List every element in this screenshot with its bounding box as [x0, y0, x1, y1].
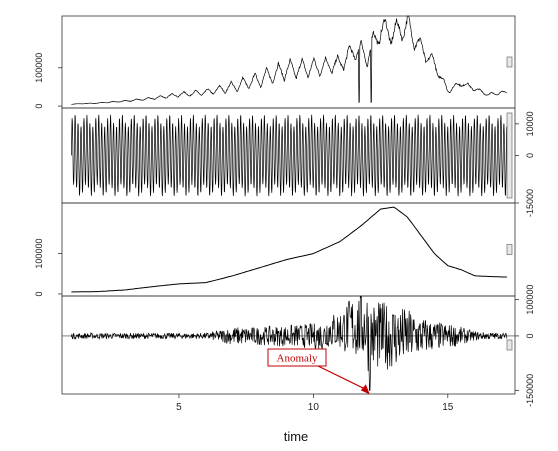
anomaly-arrowhead	[360, 384, 370, 395]
series-trend	[71, 206, 507, 293]
panel-seasonal: 10000 0 -15000	[61, 107, 535, 217]
panel-frame	[61, 295, 516, 395]
y-tick-label: -150000	[525, 374, 535, 407]
y-tick-label: 100000	[525, 285, 535, 315]
anomaly-arrow	[317, 365, 369, 391]
panel-data: 0 100000	[34, 15, 516, 109]
panels: 0100000100000-1500001000001000000-150000…	[34, 15, 535, 407]
y-tick-label: -15000	[525, 189, 535, 217]
range-bar	[506, 112, 513, 199]
x-tick-label: 5	[176, 402, 182, 413]
y-tick-label: 0	[34, 291, 44, 296]
panel-trend: 0 100000	[34, 202, 516, 297]
y-tick-label: 10000	[525, 111, 535, 136]
y-axis-remainder: 100000 0 -150000	[515, 285, 535, 407]
x-axis: 5 10 15	[176, 394, 454, 413]
series-seasonal	[71, 114, 508, 197]
series-data	[71, 15, 507, 105]
anomaly-label-box	[267, 348, 327, 367]
range-bar	[506, 244, 513, 255]
panel-remainder: 100000 0 -150000 Anomaly	[61, 285, 535, 407]
anomaly-label: Anomaly	[277, 353, 318, 365]
y-tick-label: 100000	[34, 239, 44, 269]
y-tick-label: 0	[525, 153, 535, 158]
y-tick-label: 100000	[34, 53, 44, 83]
range-bar	[506, 339, 513, 351]
range-bar	[506, 56, 513, 68]
y-axis-data: 0 100000	[34, 53, 62, 109]
x-tick-label: 10	[308, 402, 320, 413]
y-axis-trend: 0 100000	[34, 239, 62, 296]
panel-frame	[61, 15, 516, 109]
series-remainder	[71, 295, 508, 391]
y-axis-seasonal: 10000 0 -15000	[515, 111, 535, 217]
y-tick-label: 0	[525, 333, 535, 338]
panel-frame	[61, 202, 516, 297]
x-axis-label: time	[284, 429, 309, 444]
y-tick-label: 0	[34, 104, 44, 109]
x-tick-label: 15	[442, 402, 454, 413]
